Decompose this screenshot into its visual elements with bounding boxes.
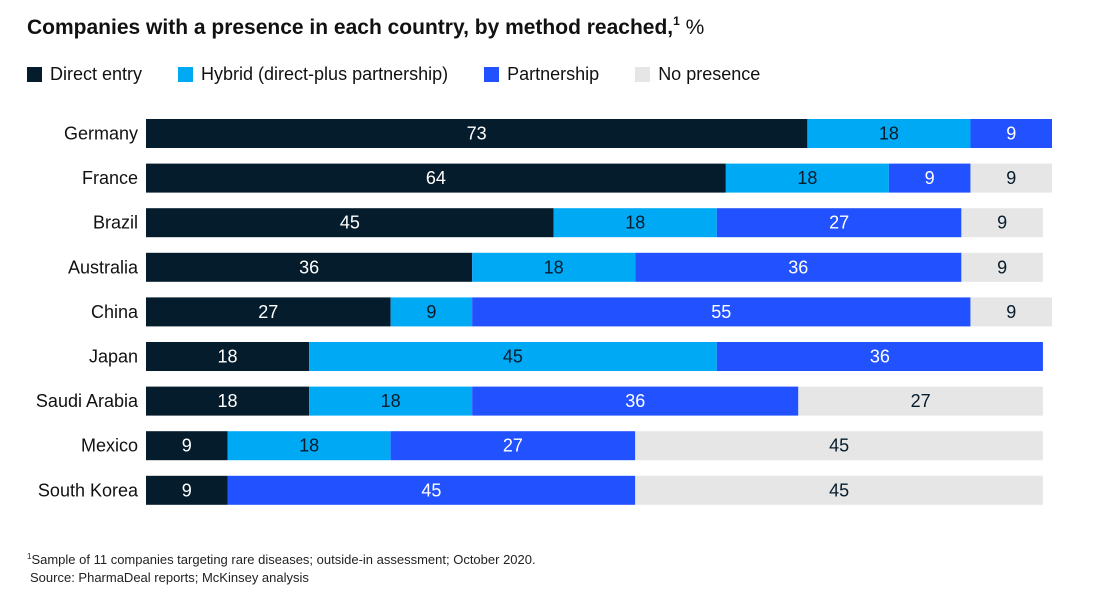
- data-label-china-no-presence: 9: [1006, 302, 1016, 322]
- data-label-saudi-arabia-partnership: 36: [625, 391, 645, 411]
- data-label-australia-partnership: 36: [788, 257, 808, 277]
- data-label-germany-partnership: 9: [1006, 124, 1016, 144]
- bar-mexico-no-presence: [635, 431, 1043, 461]
- bar-france-no-presence: [970, 163, 1052, 193]
- data-label-brazil-direct-entry: 45: [340, 213, 360, 233]
- bar-south-korea-no-presence: [635, 475, 1043, 505]
- footnote-note: 1Sample of 11 companies targeting rare d…: [27, 548, 536, 569]
- legend-label-partnership: Partnership: [507, 64, 600, 84]
- footnote-marker: 1: [27, 552, 32, 561]
- footnote-text: Sample of 11 companies targeting rare di…: [31, 552, 536, 567]
- data-label-germany-direct-entry: 73: [467, 124, 487, 144]
- category-label-saudi-arabia: Saudi Arabia: [36, 391, 139, 411]
- category-label-china: China: [91, 302, 139, 322]
- chart-title-text: Companies with a presence in each countr…: [27, 16, 674, 39]
- data-label-germany-hybrid-direct-plus-partnership: 18: [879, 124, 899, 144]
- chart-legend: Direct entry Hybrid (direct-plus partner…: [27, 64, 796, 85]
- chart-unit: %: [685, 16, 705, 39]
- data-label-south-korea-direct-entry: 9: [182, 480, 192, 500]
- data-label-australia-hybrid-direct-plus-partnership: 18: [544, 257, 564, 277]
- bar-japan-partnership: [716, 342, 1043, 371]
- bar-chart: Germany 73 18 9 France 64 18 9 9 Brazil 45 18 27 9 Aus…: [36, 119, 1052, 505]
- bar-south-korea-direct-entry: [146, 475, 228, 505]
- legend-swatch-no-presence: [635, 67, 651, 82]
- data-label-saudi-arabia-hybrid-direct-plus-partnership: 18: [381, 391, 401, 411]
- bar-australia-direct-entry: [146, 252, 473, 282]
- data-label-france-direct-entry: 64: [426, 168, 446, 188]
- bar-germany-hybrid-direct-plus-partnership: [807, 119, 971, 148]
- bar-brazil-partnership: [716, 208, 962, 238]
- footnote-source: Source: PharmaDeal reports; McKinsey ana…: [30, 570, 309, 585]
- data-label-mexico-hybrid-direct-plus-partnership: 18: [299, 436, 319, 456]
- data-label-brazil-no-presence: 9: [997, 213, 1007, 233]
- data-label-japan-hybrid-direct-plus-partnership: 45: [503, 347, 523, 367]
- chart-title: Companies with a presence in each countr…: [27, 14, 704, 40]
- category-label-australia: Australia: [68, 257, 139, 277]
- data-label-saudi-arabia-direct-entry: 18: [218, 391, 238, 411]
- data-label-brazil-hybrid-direct-plus-partnership: 18: [625, 213, 645, 233]
- footnote: 1Sample of 11 companies targeting rare d…: [27, 548, 536, 587]
- bar-germany-partnership: [970, 119, 1052, 148]
- bar-china-partnership: [472, 297, 971, 327]
- bar-mexico-direct-entry: [146, 431, 228, 461]
- data-label-china-partnership: 55: [711, 302, 731, 322]
- data-label-south-korea-partnership: 45: [421, 480, 441, 500]
- bar-saudi-arabia-partnership: [472, 386, 799, 416]
- legend-swatch-hybrid: [178, 67, 194, 82]
- data-label-mexico-partnership: 27: [503, 436, 523, 456]
- bar-saudi-arabia-direct-entry: [146, 386, 310, 416]
- bar-australia-no-presence: [961, 252, 1043, 282]
- bar-saudi-arabia-hybrid-direct-plus-partnership: [309, 386, 473, 416]
- category-label-germany: Germany: [64, 124, 138, 144]
- bar-brazil-hybrid-direct-plus-partnership: [553, 208, 717, 238]
- bar-china-hybrid-direct-plus-partnership: [390, 297, 473, 327]
- data-label-china-hybrid-direct-plus-partnership: 9: [426, 302, 436, 322]
- data-label-france-hybrid-direct-plus-partnership: 18: [797, 168, 817, 188]
- legend-swatch-direct-entry: [27, 67, 42, 82]
- data-label-japan-partnership: 36: [870, 347, 890, 367]
- legend-item-partnership: Partnership: [484, 64, 599, 85]
- legend-item-no-presence: No presence: [635, 64, 760, 85]
- data-label-brazil-partnership: 27: [829, 213, 849, 233]
- data-label-france-no-presence: 9: [1006, 168, 1016, 188]
- data-label-mexico-no-presence: 45: [829, 436, 849, 456]
- bar-brazil-no-presence: [961, 208, 1043, 238]
- legend-label-direct-entry: Direct entry: [50, 64, 143, 84]
- bar-brazil-direct-entry: [146, 208, 554, 238]
- legend-label-no-presence: No presence: [658, 64, 761, 84]
- data-label-mexico-direct-entry: 9: [182, 436, 192, 456]
- bar-australia-hybrid-direct-plus-partnership: [472, 252, 636, 282]
- bar-australia-partnership: [635, 252, 962, 282]
- bar-japan-hybrid-direct-plus-partnership: [309, 342, 717, 371]
- data-label-australia-direct-entry: 36: [299, 257, 319, 277]
- bar-france-hybrid-direct-plus-partnership: [725, 163, 889, 193]
- title-footnote-marker: 1: [673, 14, 680, 28]
- category-label-mexico: Mexico: [81, 436, 138, 456]
- data-label-france-partnership: 9: [925, 168, 935, 188]
- category-label-france: France: [82, 168, 138, 188]
- category-label-brazil: Brazil: [93, 213, 138, 233]
- legend-label-hybrid: Hybrid (direct-plus partnership): [201, 64, 449, 84]
- bar-saudi-arabia-no-presence: [798, 386, 1043, 416]
- data-label-china-direct-entry: 27: [258, 302, 278, 322]
- bar-south-korea-partnership: [227, 475, 636, 505]
- category-label-south-korea: South Korea: [38, 480, 139, 500]
- legend-swatch-partnership: [484, 67, 500, 82]
- bar-japan-direct-entry: [146, 342, 310, 371]
- data-label-saudi-arabia-no-presence: 27: [911, 391, 931, 411]
- bar-mexico-hybrid-direct-plus-partnership: [227, 431, 391, 461]
- bar-china-direct-entry: [146, 297, 391, 327]
- category-label-japan: Japan: [89, 347, 138, 367]
- bar-france-partnership: [888, 163, 971, 193]
- data-label-south-korea-no-presence: 45: [829, 480, 849, 500]
- bar-france-direct-entry: [146, 163, 726, 193]
- bar-germany-direct-entry: [146, 119, 808, 148]
- data-label-australia-no-presence: 9: [997, 257, 1007, 277]
- legend-item-direct-entry: Direct entry: [27, 64, 142, 85]
- bar-china-no-presence: [970, 297, 1052, 327]
- bar-mexico-partnership: [390, 431, 636, 461]
- data-label-japan-direct-entry: 18: [218, 347, 238, 367]
- legend-item-hybrid: Hybrid (direct-plus partnership): [178, 64, 448, 85]
